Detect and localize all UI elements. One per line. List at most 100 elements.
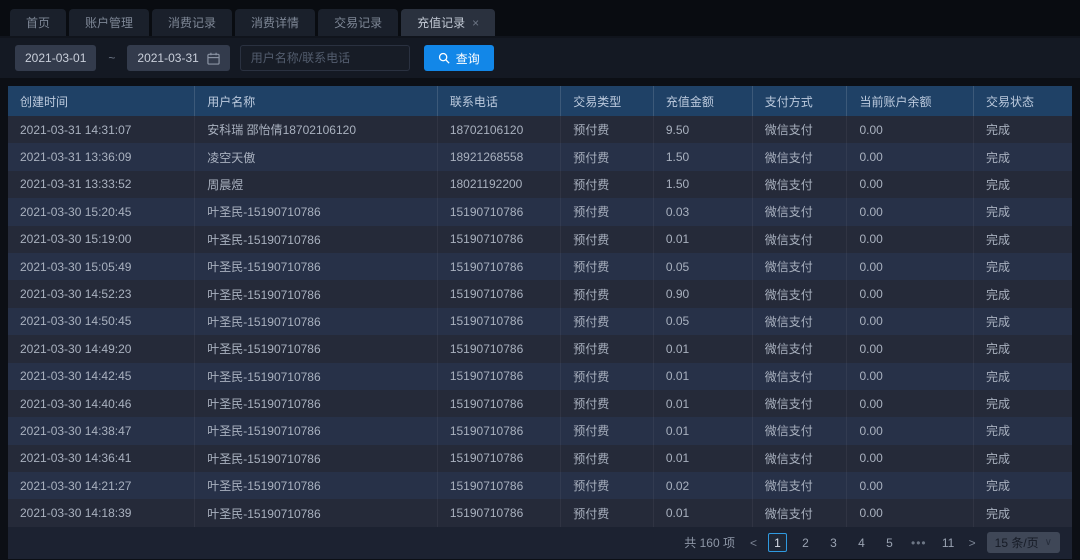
table-cell: 15190710786 bbox=[438, 225, 562, 253]
table-cell: 凌空天傲 bbox=[195, 143, 438, 171]
table-cell: 微信支付 bbox=[753, 198, 848, 226]
table-cell: 0.00 bbox=[847, 499, 975, 527]
table-row[interactable]: 2021-03-30 14:52:23 叶圣民-15190710786 151907… bbox=[8, 280, 1072, 308]
table-cell: 完成 bbox=[986, 260, 1011, 275]
table-row[interactable]: 2021-03-31 13:36:09 凌空天傲 18921268558 预付费 1.5… bbox=[8, 143, 1072, 171]
table-cell: 2021-03-30 14:42:45 bbox=[8, 362, 196, 390]
table-cell: 安科瑞 邵怡倩18702106120 bbox=[195, 116, 438, 144]
table-cell: 叶圣民-15190710786 bbox=[195, 225, 438, 253]
tab-5[interactable]: 充值记录 × bbox=[401, 9, 496, 36]
table-cell: 完成 bbox=[986, 177, 1011, 192]
table-cell: 15190710786 bbox=[438, 499, 562, 527]
date-start-value: 2021-03-01 bbox=[25, 51, 87, 65]
table-cell: 预付费 bbox=[561, 252, 654, 281]
tab-label: 首页 bbox=[26, 16, 51, 30]
table-row[interactable]: 2021-03-30 14:49:20 叶圣民-15190710786 151907… bbox=[8, 335, 1072, 363]
table-row[interactable]: 2021-03-30 14:40:46 叶圣民-15190710786 151907… bbox=[8, 389, 1072, 418]
table-cell: 2021-03-30 14:18:39 bbox=[8, 499, 196, 527]
tab-0[interactable]: 首页 bbox=[10, 9, 67, 36]
table-cell: 叶圣民-15190710786 bbox=[195, 252, 438, 281]
table-cell: 0.00 bbox=[847, 198, 975, 226]
table-cell: 0.01 bbox=[654, 335, 753, 363]
page-size-select[interactable]: 15 条/页 ∨ bbox=[986, 532, 1060, 554]
table-row[interactable]: 2021-03-30 14:21:27 叶圣民-15190710786 151907… bbox=[8, 472, 1072, 500]
table-cell: 叶圣民-15190710786 bbox=[195, 362, 438, 390]
page-button-3[interactable]: 3 bbox=[830, 535, 837, 550]
table-cell: 0.00 bbox=[847, 472, 975, 500]
table-row[interactable]: 2021-03-30 15:05:49 叶圣民-15190710786 151907… bbox=[8, 252, 1072, 281]
table-cell: 15190710786 bbox=[438, 307, 562, 336]
query-button[interactable]: 查询 bbox=[423, 45, 494, 71]
table-row[interactable]: 2021-03-30 14:18:39 叶圣民-15190710786 151907… bbox=[8, 499, 1072, 527]
table-cell: 完成 bbox=[986, 397, 1011, 412]
table-cell: 微信支付 bbox=[753, 143, 848, 171]
table-cell: 微信支付 bbox=[753, 116, 848, 144]
tab-3[interactable]: 消费详情 bbox=[235, 9, 316, 36]
table-cell: 0.00 bbox=[847, 389, 975, 418]
table-row[interactable]: 2021-03-30 14:42:45 叶圣民-15190710786 151907… bbox=[8, 362, 1072, 390]
tab-2[interactable]: 消费记录 bbox=[152, 9, 233, 36]
table-cell: 完成 bbox=[986, 424, 1011, 439]
table-cell: 15190710786 bbox=[438, 198, 562, 226]
page-button-1[interactable]: 1 bbox=[768, 533, 788, 553]
table-cell: 15190710786 bbox=[438, 417, 562, 445]
table-cell: 预付费 bbox=[561, 225, 654, 253]
column-header-4: 充值金额 bbox=[654, 86, 753, 116]
chevron-down-icon: ∨ bbox=[1044, 537, 1052, 549]
close-icon[interactable]: × bbox=[472, 15, 480, 30]
tab-label: 账户管理 bbox=[85, 16, 134, 30]
table-row[interactable]: 2021-03-30 15:20:45 叶圣民-15190710786 151907… bbox=[8, 198, 1072, 226]
table-cell: 2021-03-31 14:31:07 bbox=[8, 116, 196, 144]
next-page-button[interactable]: > bbox=[968, 535, 976, 550]
table-cell: 2021-03-30 14:40:46 bbox=[8, 389, 196, 418]
prev-page-button[interactable]: < bbox=[750, 535, 758, 550]
page-button-2[interactable]: 2 bbox=[802, 535, 809, 550]
column-header-7: 交易状态 bbox=[986, 94, 1035, 109]
table-cell: 完成 bbox=[986, 314, 1011, 329]
table-cell: 0.00 bbox=[847, 280, 975, 308]
table-cell: 完成 bbox=[986, 232, 1011, 247]
column-header-0: 创建时间 bbox=[8, 86, 196, 116]
table-row[interactable]: 2021-03-31 14:31:07 安科瑞 邵怡倩18702106120 187… bbox=[8, 116, 1072, 144]
table-cell: 2021-03-30 14:49:20 bbox=[8, 335, 196, 363]
page-button-5[interactable]: 5 bbox=[886, 535, 893, 550]
table-cell: 微信支付 bbox=[753, 472, 848, 500]
table-cell: 完成 bbox=[986, 287, 1011, 302]
table-cell: 完成 bbox=[986, 205, 1011, 220]
table-cell: 微信支付 bbox=[753, 252, 848, 281]
table-cell: 2021-03-30 15:05:49 bbox=[8, 252, 196, 281]
table-cell: 15190710786 bbox=[438, 335, 562, 363]
table-cell: 9.50 bbox=[654, 116, 753, 144]
page-ellipsis: ••• bbox=[911, 535, 927, 550]
table-cell: 0.05 bbox=[654, 307, 753, 336]
tab-1[interactable]: 账户管理 bbox=[69, 9, 150, 36]
page-button-11[interactable]: 11 bbox=[941, 535, 955, 550]
table-row[interactable]: 2021-03-30 15:19:00 叶圣民-15190710786 151907… bbox=[8, 225, 1072, 253]
table-cell: 叶圣民-15190710786 bbox=[195, 389, 438, 418]
table-cell: 0.00 bbox=[847, 307, 975, 336]
recharge-records-table: 创建时间 用户名称 联系电话 交易类型 充值金额 支付方式 当前账户余额 交易状态 2021-… bbox=[8, 86, 1072, 559]
column-header-6: 当前账户余额 bbox=[847, 86, 975, 116]
table-cell: 预付费 bbox=[561, 170, 654, 199]
table-cell: 0.00 bbox=[847, 362, 975, 390]
page-size-value: 15 条/页 bbox=[994, 536, 1039, 551]
date-range-end[interactable]: 2021-03-31 bbox=[127, 45, 230, 71]
table-row[interactable]: 2021-03-31 13:33:52 周晨煜 18021192200 预付费 1.50… bbox=[8, 170, 1072, 199]
table-cell: 0.01 bbox=[654, 362, 753, 390]
table-header-row: 创建时间 用户名称 联系电话 交易类型 充值金额 支付方式 当前账户余额 交易状态 bbox=[8, 86, 1072, 116]
date-range-start[interactable]: 2021-03-01 bbox=[15, 45, 97, 71]
table-cell: 0.90 bbox=[654, 280, 753, 308]
table-cell: 叶圣民-15190710786 bbox=[195, 444, 438, 473]
page-button-4[interactable]: 4 bbox=[858, 535, 865, 550]
tab-4[interactable]: 交易记录 bbox=[318, 9, 399, 36]
table-cell: 预付费 bbox=[561, 307, 654, 336]
table-row[interactable]: 2021-03-30 14:36:41 叶圣民-15190710786 151907… bbox=[8, 444, 1072, 473]
table-cell: 1.50 bbox=[654, 170, 753, 199]
search-input[interactable] bbox=[239, 45, 410, 71]
table-cell: 1.50 bbox=[654, 143, 753, 171]
table-cell: 预付费 bbox=[561, 143, 654, 171]
table-row[interactable]: 2021-03-30 14:38:47 叶圣民-15190710786 151907… bbox=[8, 417, 1072, 445]
table-row[interactable]: 2021-03-30 14:50:45 叶圣民-15190710786 151907… bbox=[8, 307, 1072, 336]
tab-label: 消费记录 bbox=[168, 16, 217, 30]
table-cell: 周晨煜 bbox=[195, 170, 438, 199]
